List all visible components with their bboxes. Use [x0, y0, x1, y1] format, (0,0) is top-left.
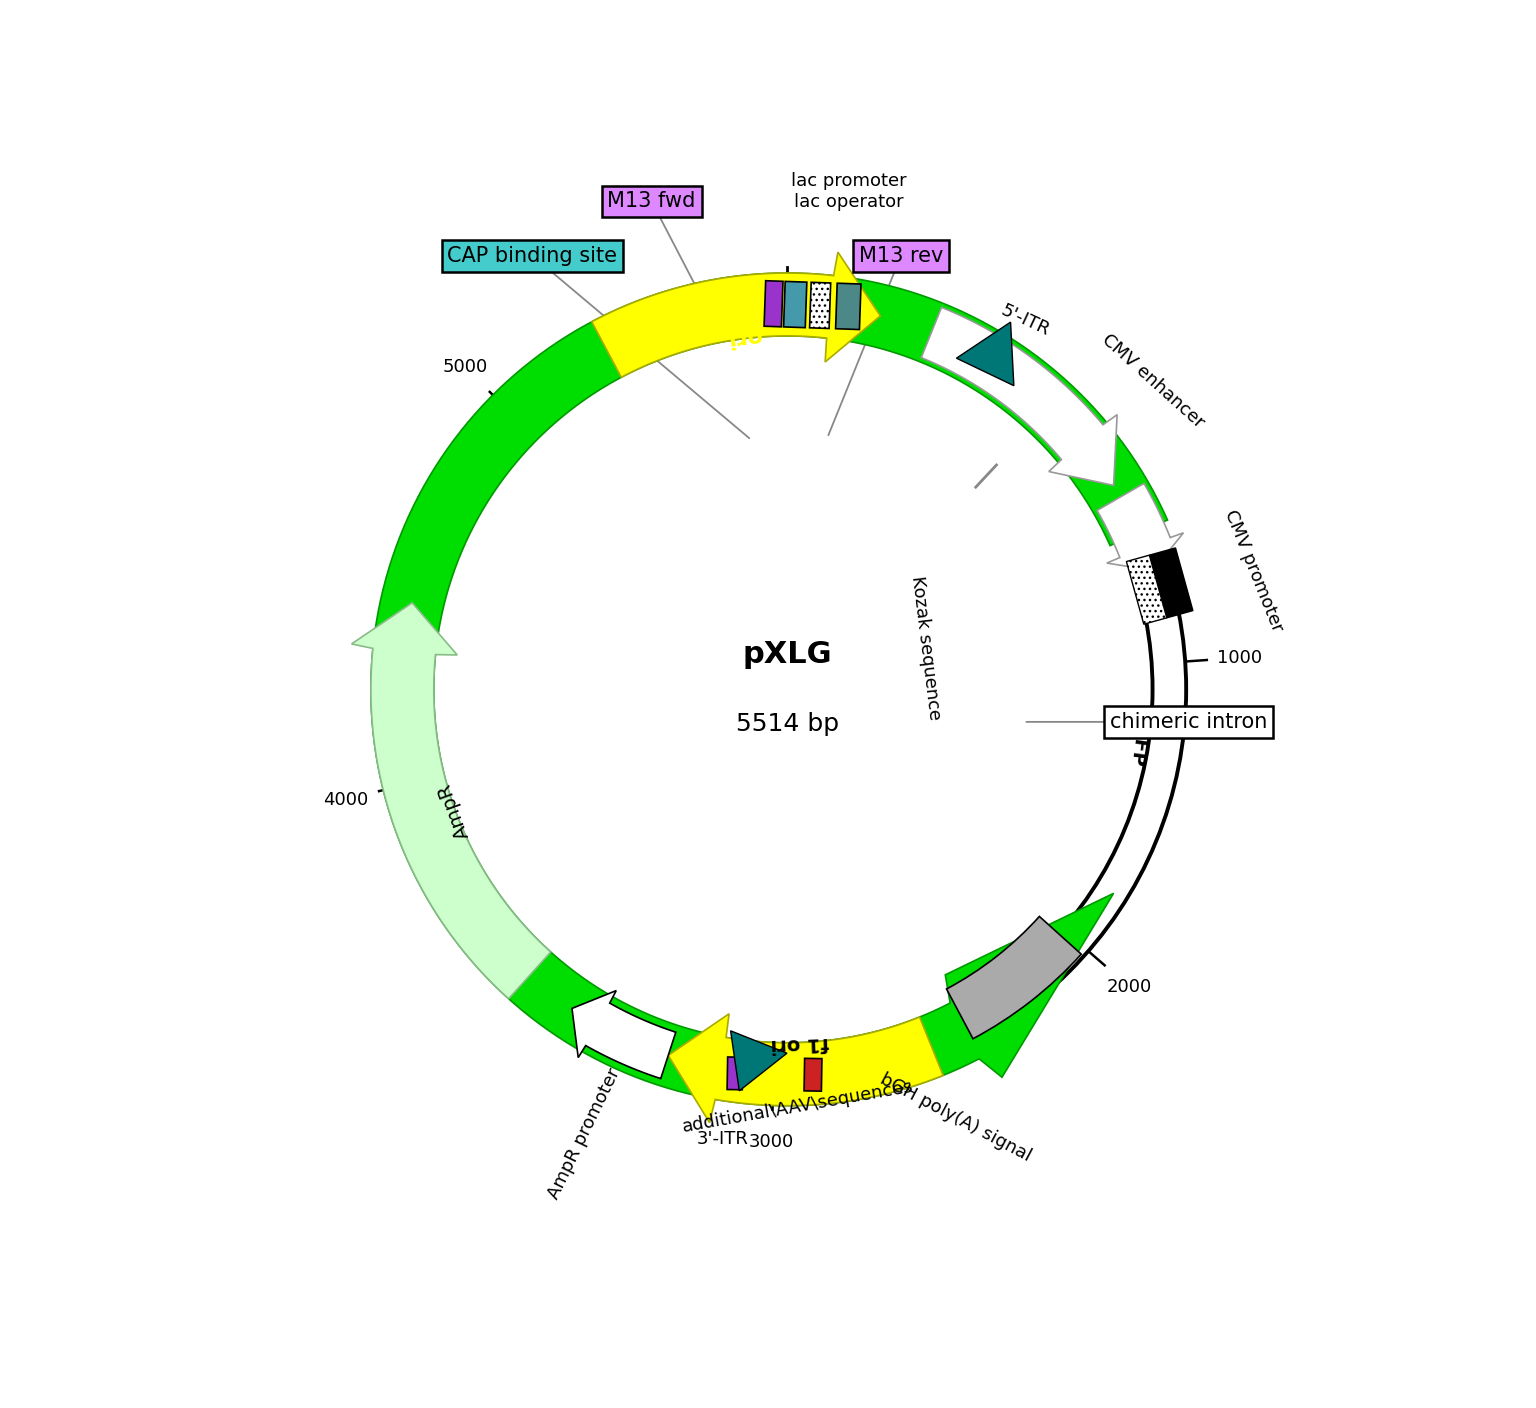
Text: AmpR: AmpR: [435, 780, 473, 841]
Text: chimeric intron: chimeric intron: [1109, 712, 1267, 732]
Wedge shape: [946, 917, 1081, 1039]
Text: 5'-ITR: 5'-ITR: [998, 301, 1052, 339]
Polygon shape: [836, 283, 862, 329]
Polygon shape: [803, 1059, 822, 1091]
Text: f1 ori: f1 ori: [770, 1033, 829, 1055]
Polygon shape: [1149, 548, 1193, 618]
Polygon shape: [922, 307, 1117, 486]
Polygon shape: [668, 1014, 943, 1122]
Polygon shape: [571, 991, 676, 1079]
Polygon shape: [1097, 483, 1183, 570]
Text: 4000: 4000: [323, 790, 369, 808]
Polygon shape: [809, 282, 831, 328]
Text: CMV enhancer: CMV enhancer: [1098, 331, 1207, 432]
Polygon shape: [1126, 555, 1167, 624]
Text: EGFP: EGFP: [1124, 710, 1152, 769]
Text: 2000: 2000: [1106, 977, 1152, 995]
Polygon shape: [370, 273, 1167, 1105]
Text: CMV promoter: CMV promoter: [1221, 507, 1287, 635]
Polygon shape: [731, 1031, 786, 1091]
Text: 5514 bp: 5514 bp: [736, 712, 839, 736]
Text: AmpR promoter: AmpR promoter: [545, 1064, 624, 1201]
Polygon shape: [591, 252, 880, 377]
Text: 1000: 1000: [1217, 649, 1263, 667]
Polygon shape: [352, 603, 551, 998]
Polygon shape: [727, 1057, 743, 1090]
Polygon shape: [763, 280, 783, 327]
Text: 5000: 5000: [442, 359, 488, 376]
Text: M13 fwd: M13 fwd: [608, 191, 696, 211]
Text: additional\AAV\sequences: additional\AAV\sequences: [680, 1077, 915, 1136]
Text: bGH poly(A) signal: bGH poly(A) signal: [877, 1070, 1034, 1164]
Polygon shape: [783, 282, 806, 328]
Text: 3000: 3000: [748, 1133, 794, 1152]
Text: M13 rev: M13 rev: [859, 245, 943, 266]
Text: ori: ori: [727, 325, 762, 349]
Text: pXLG: pXLG: [742, 641, 833, 669]
Text: lac promoter
lac operator: lac promoter lac operator: [791, 172, 906, 211]
Text: Kozak sequence: Kozak sequence: [908, 574, 943, 721]
Polygon shape: [957, 322, 1014, 386]
Text: 3'-ITR: 3'-ITR: [696, 1131, 748, 1149]
Text: CAP binding site: CAP binding site: [447, 245, 617, 266]
